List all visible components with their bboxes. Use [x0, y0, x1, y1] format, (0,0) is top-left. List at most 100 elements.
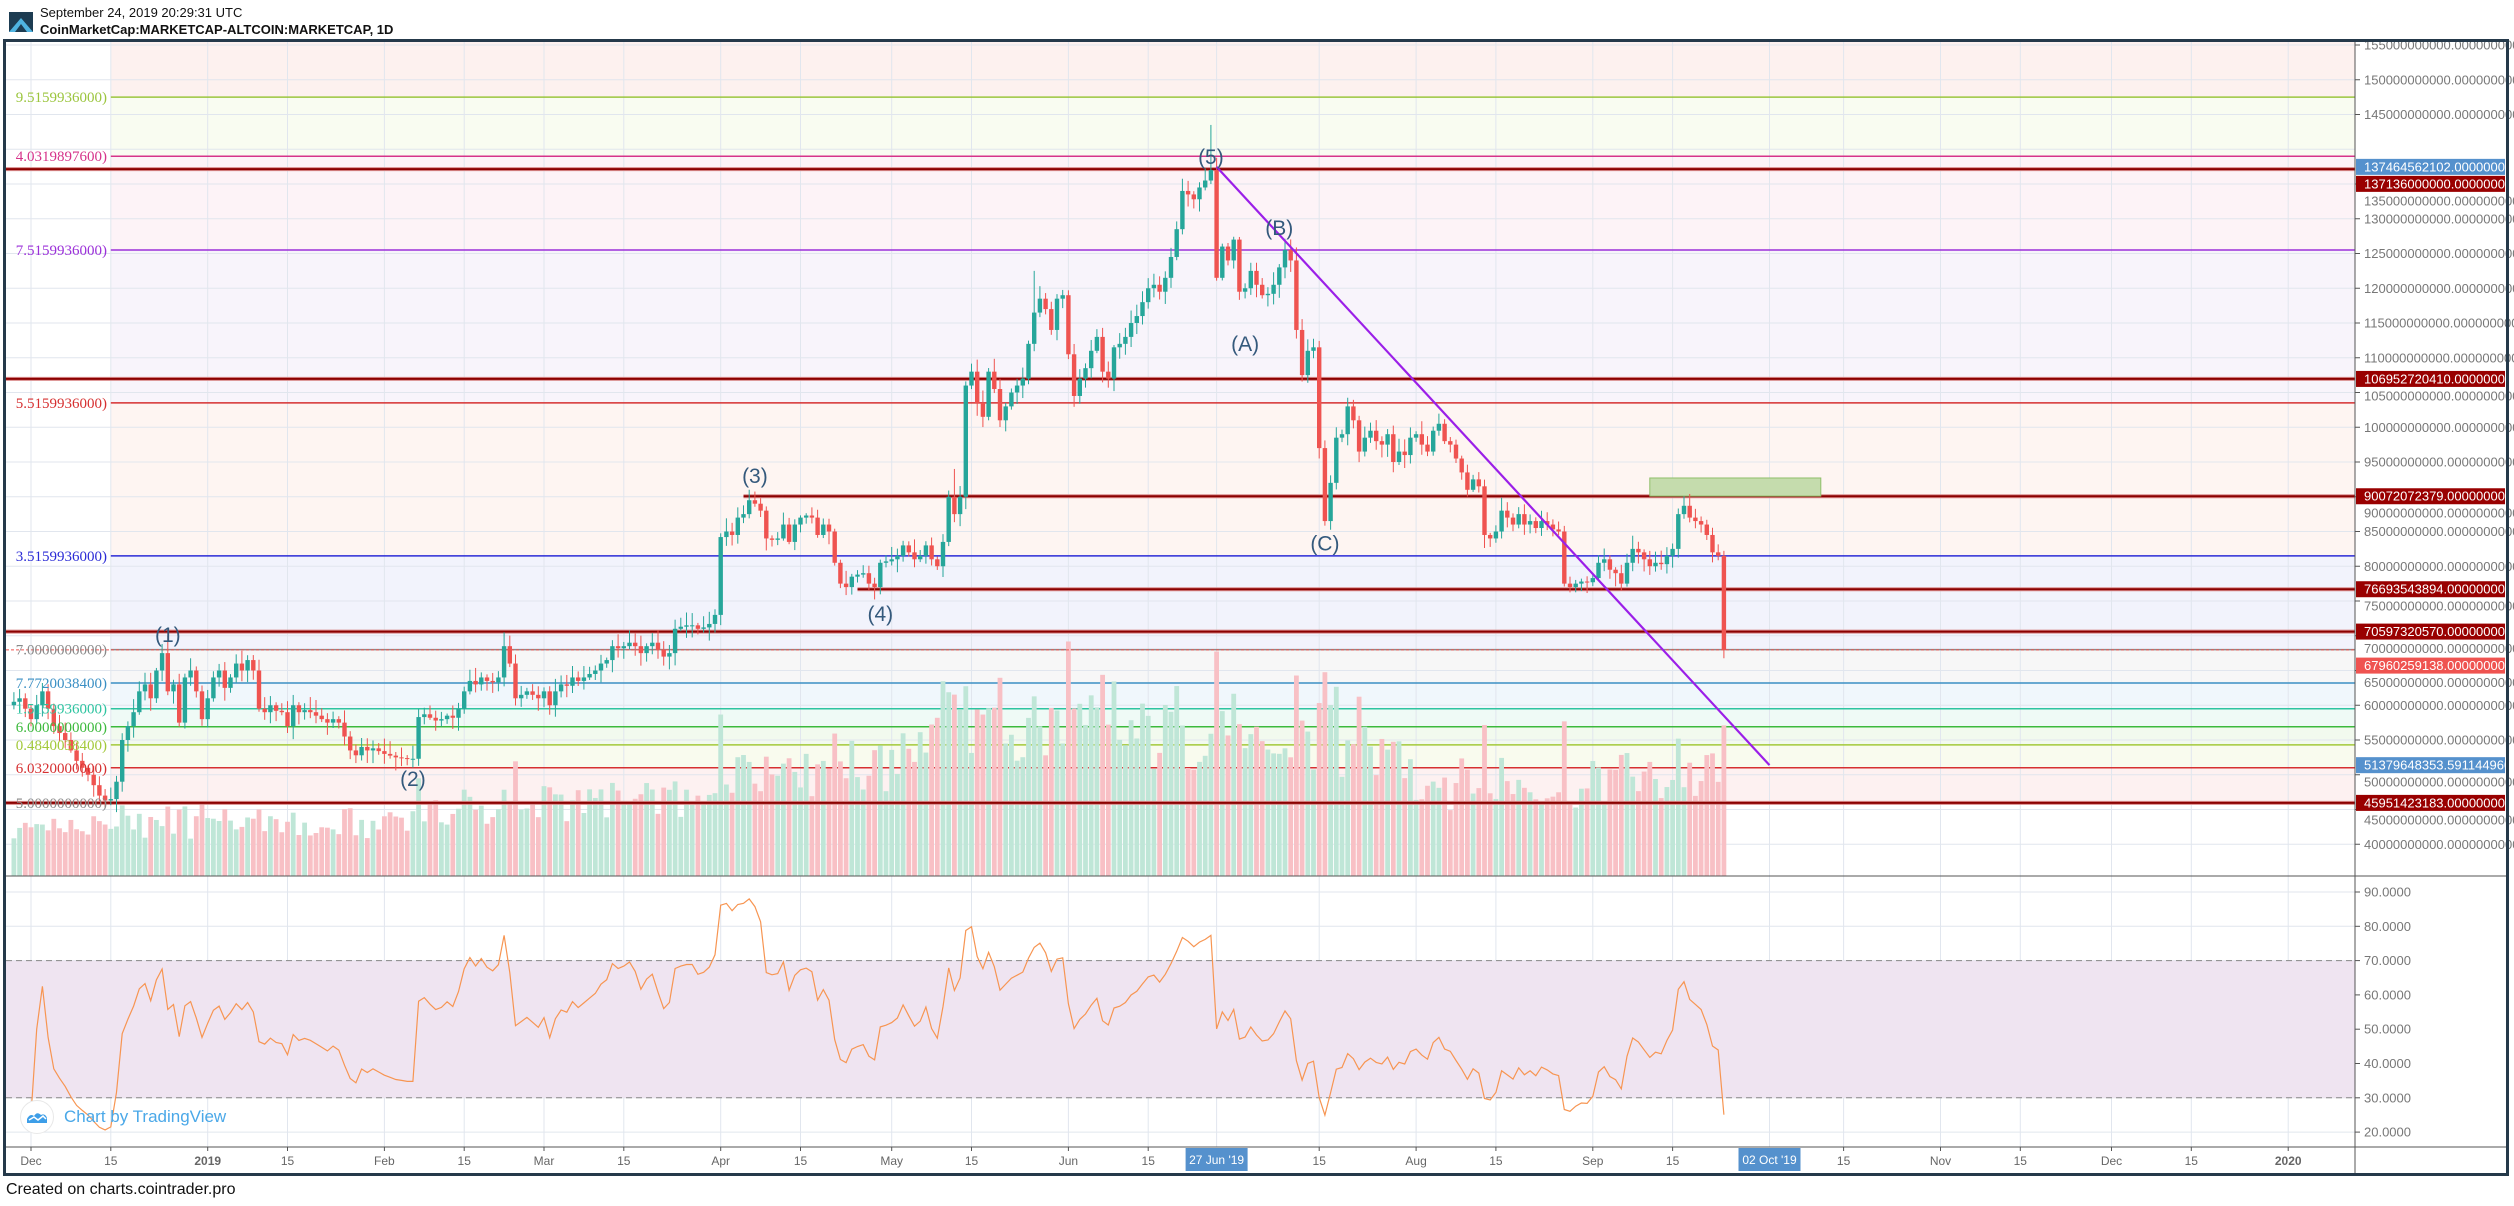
candle-body [1203, 180, 1208, 188]
volume-bar [125, 815, 131, 876]
volume-bar [587, 789, 592, 876]
volume-bar [376, 829, 382, 876]
candle-body [547, 691, 552, 706]
candle-body [319, 715, 324, 720]
volume-bar [285, 821, 290, 876]
candle-body [302, 710, 307, 713]
rsi-tick-label: 80.0000 [2364, 919, 2411, 934]
volume-bar [1294, 675, 1299, 876]
date-tick-label: 15 [1142, 1154, 1156, 1168]
fib-level-label: 3.5159936000) [16, 549, 107, 565]
volume-bar [610, 782, 615, 876]
rsi-panel[interactable] [6, 876, 2355, 1147]
price-tick-label: 130000000000.0000000000 [2364, 211, 2514, 226]
volume-bar [678, 816, 684, 876]
candle-body [1499, 510, 1504, 532]
candle-body [1168, 256, 1174, 278]
candle-body [986, 371, 991, 417]
date-axis[interactable]: Dec 15 2019 15 Feb 15 Mar 15 Apr 15 May 15 Jun 15 15 Au… [20, 1147, 2302, 1171]
candle-body [661, 649, 666, 657]
volume-bar [1111, 681, 1117, 876]
price-tick-label: 145000000000.0000000000 [2364, 107, 2514, 122]
volume-bar [1613, 769, 1618, 876]
trend-line[interactable] [1215, 166, 1771, 766]
volume-bar [1476, 788, 1482, 876]
price-tag-label: 70597320570.0000000000 [2364, 624, 2514, 639]
candle-body [91, 774, 96, 786]
candle-body [291, 705, 296, 727]
fib-level-label: 4.0319897600) [16, 149, 107, 165]
candle-body [433, 717, 438, 721]
volume-bar [969, 752, 974, 876]
price-tag [2356, 488, 2505, 505]
candle-body [883, 561, 889, 563]
volume-bar [741, 755, 746, 876]
candle-body [1676, 514, 1681, 549]
candle-body [1185, 190, 1191, 195]
candle-body [97, 785, 102, 796]
rsi-band [6, 960, 2355, 1098]
candle-body [239, 663, 245, 671]
tradingview-watermark[interactable]: Chart by TradingView [20, 1100, 226, 1134]
candle-body [222, 670, 227, 688]
fib-band [110, 649, 2355, 684]
volume-bar [114, 826, 119, 876]
volume-bar [79, 831, 85, 876]
volume-bar [712, 793, 718, 876]
volume-bar [484, 823, 490, 876]
candle-body [1191, 194, 1196, 200]
candle-body [861, 573, 866, 575]
candle-body [576, 677, 581, 681]
candle-body [707, 623, 712, 628]
elliott-wave-label: (2) [400, 768, 426, 791]
volume-bar [1539, 802, 1544, 876]
volume-bar [564, 821, 570, 876]
volume-bar [963, 686, 969, 876]
candle-body [1277, 267, 1282, 285]
candle-body [1550, 524, 1556, 530]
volume-bar [581, 812, 587, 876]
watermark-text: Chart by TradingView [64, 1107, 227, 1126]
volume-bar [1373, 775, 1379, 876]
candle-body [370, 748, 376, 751]
volume-bar [1333, 686, 1339, 876]
candle-body [439, 719, 444, 721]
volume-bar [364, 838, 370, 876]
candle-body [712, 614, 718, 624]
candle-body [1664, 555, 1670, 565]
volume-bar [1510, 794, 1516, 876]
volume-bar [131, 829, 136, 876]
target-zone-rectangle[interactable] [1649, 477, 1822, 497]
candle-body [1037, 298, 1043, 313]
candle-body [564, 684, 569, 686]
candle-body [553, 691, 558, 706]
candle-body [308, 710, 313, 713]
volume-bar [1425, 785, 1430, 876]
candle-body [1408, 437, 1413, 456]
volume-bar [1573, 807, 1579, 876]
date-tick-label: 15 [458, 1154, 472, 1168]
candle-body [997, 389, 1003, 421]
volume-bar [1596, 767, 1601, 876]
volume-bar [1128, 720, 1134, 876]
candle-body [610, 646, 615, 661]
rsi-tick-label: 70.0000 [2364, 953, 2411, 968]
candle-body [1488, 534, 1493, 539]
volume-bar [980, 714, 986, 876]
price-axis[interactable]: 155000000000.0000000000150000000000.0000… [2355, 38, 2514, 1140]
volume-bar [1060, 743, 1066, 876]
volume-bar [1083, 724, 1088, 876]
volume-bar [496, 809, 501, 876]
candle-body [604, 660, 609, 664]
candle-body [1026, 343, 1031, 379]
candle-body [729, 531, 735, 535]
volume-bar [1550, 796, 1556, 876]
candle-body [701, 627, 706, 629]
price-panel[interactable]: (1) (2) (3) (4) (5) (A) (B) (C) [6, 42, 2355, 876]
volume-bar [1316, 703, 1322, 876]
candle-body [843, 583, 849, 588]
candle-body [142, 684, 148, 692]
candle-body [849, 576, 854, 588]
volume-bar [1123, 745, 1128, 876]
